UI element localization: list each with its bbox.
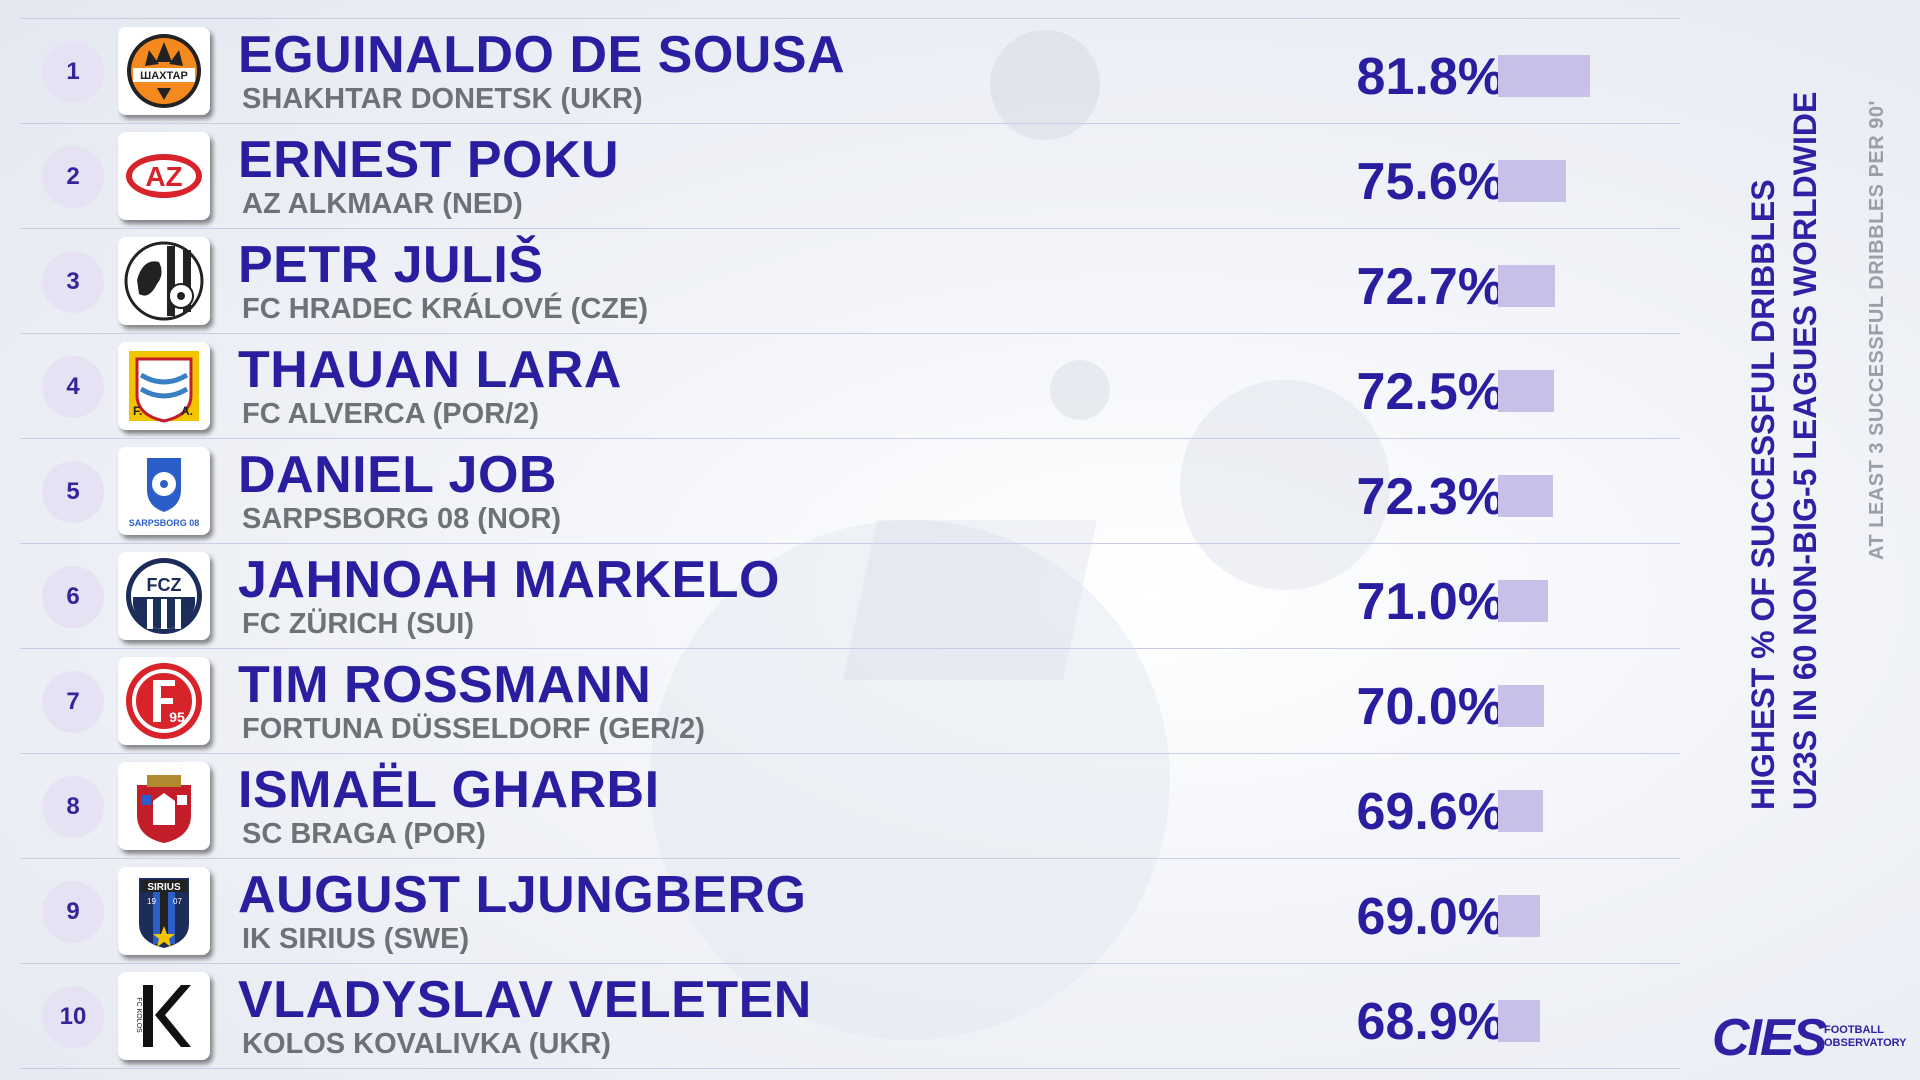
fc-zurich-crest-icon: FCZ [118, 552, 210, 640]
chart-title-line-1: HIGHEST % OF SUCCESSFUL DRIBBLES [1745, 179, 1781, 810]
player-name: VLADYSLAV VELETEN [238, 971, 812, 1029]
ranking-row: 4 F. A. THAUAN LARA FC ALVERCA (POR/2) 72.5% [20, 333, 1680, 438]
ranking-row: 5 SARPSBORG 08 DANIEL JOB SARPSBORG 08 (NOR… [20, 438, 1680, 543]
ranking-row: 6 FCZ JAHNOAH MARKELO FC ZÜRICH (SUI) 71.0% [20, 543, 1680, 648]
rank-badge: 2 [42, 146, 104, 208]
value-bar [1498, 895, 1541, 937]
ranking-row: 2 AZ ERNEST POKU AZ ALKMAAR (NED) 75.6% [20, 123, 1680, 228]
svg-text:FC KOLOS: FC KOLOS [135, 997, 142, 1033]
cies-subtitle: FOOTBALL OBSERVATORY [1824, 1024, 1907, 1050]
value-bar [1498, 790, 1543, 832]
club-name: FC ALVERCA (POR/2) [242, 398, 539, 430]
club-name: KOLOS KOVALIVKA (UKR) [242, 1028, 611, 1060]
value-label: 75.6% [1356, 153, 1504, 211]
rank-badge: 6 [42, 566, 104, 628]
value-label: 72.7% [1356, 258, 1504, 316]
rank-badge: 10 [42, 986, 104, 1048]
value-bar [1498, 685, 1545, 727]
rank-badge: 1 [42, 41, 104, 103]
chart-title-line-2: U23S IN 60 NON-BIG-5 LEAGUES WORLDWIDE [1787, 91, 1823, 810]
value-bar [1498, 580, 1549, 622]
svg-text:SARPSBORG 08: SARPSBORG 08 [129, 518, 200, 528]
value-label: 69.6% [1356, 783, 1504, 841]
club-name: FORTUNA DÜSSELDORF (GER/2) [242, 713, 705, 745]
ranking-row: 1 ШАХТАР EGUINALDO DE SOUSA SHAKHTAR DONETS… [20, 18, 1680, 123]
ranking-row: 10 FC KOLOS VLADYSLAV VELETEN KOLOS KOVALIV… [20, 963, 1680, 1069]
sc-braga-crest-icon [118, 762, 210, 850]
player-name: ERNEST POKU [238, 131, 620, 189]
svg-text:95: 95 [169, 709, 185, 725]
rank-badge: 7 [42, 671, 104, 733]
svg-text:19: 19 [147, 897, 156, 906]
value-bar [1498, 370, 1554, 412]
club-name: FC ZÜRICH (SUI) [242, 608, 474, 640]
rank-badge: 5 [42, 461, 104, 523]
player-name: PETR JULIŠ [238, 236, 544, 294]
cies-wordmark: CIES [1712, 1009, 1827, 1067]
club-name: IK SIRIUS (SWE) [242, 923, 470, 955]
value-bar [1498, 1000, 1540, 1042]
background-circle [1050, 360, 1110, 420]
rank-badge: 9 [42, 881, 104, 943]
value-label: 72.5% [1356, 363, 1504, 421]
fortuna-dusseldorf-crest-icon: 95 [118, 657, 210, 745]
svg-text:07: 07 [173, 897, 182, 906]
svg-text:A.: A. [181, 404, 193, 418]
svg-text:F.: F. [133, 404, 142, 418]
alverca-crest-icon: F. A. [118, 342, 210, 430]
player-name: AUGUST LJUNGBERG [238, 866, 807, 924]
club-name: SARPSBORG 08 (NOR) [242, 503, 562, 535]
value-bar [1498, 475, 1554, 517]
cies-subtitle-line-1: FOOTBALL [1824, 1024, 1884, 1036]
svg-text:AZ: AZ [145, 161, 182, 192]
ranking-row: 9 SIRIUS 19 07 AUGUST LJUNGBERG IK SIRIUS (SW… [20, 858, 1680, 963]
club-name: SHAKHTAR DONETSK (UKR) [242, 83, 643, 115]
background-circle [1180, 380, 1390, 590]
svg-text:SIRIUS: SIRIUS [147, 882, 181, 893]
value-label: 69.0% [1356, 888, 1504, 946]
value-label: 72.3% [1356, 468, 1504, 526]
shakhtar-donetsk-crest-icon: ШАХТАР [118, 27, 210, 115]
player-name: EGUINALDO DE SOUSA [238, 26, 846, 84]
player-name: ISMAËL GHARBI [238, 761, 660, 819]
kolos-kovalivka-crest-icon: FC KOLOS [118, 972, 210, 1060]
player-name: THAUAN LARA [238, 341, 622, 399]
background-circle [990, 30, 1100, 140]
value-bar [1498, 160, 1566, 202]
az-alkmaar-crest-icon: AZ [118, 132, 210, 220]
value-label: 70.0% [1356, 678, 1504, 736]
svg-text:ШАХТАР: ШАХТАР [140, 70, 188, 82]
ik-sirius-crest-icon: SIRIUS 19 07 [118, 867, 210, 955]
player-name: JAHNOAH MARKELO [238, 551, 780, 609]
club-name: SC BRAGA (POR) [242, 818, 486, 850]
rank-badge: 8 [42, 776, 104, 838]
value-bar [1498, 265, 1555, 307]
value-label: 71.0% [1356, 573, 1504, 631]
hradec-kralove-crest-icon [118, 237, 210, 325]
rank-badge: 3 [42, 251, 104, 313]
ranking-row: 7 95 TIM ROSSMANN FORTUNA DÜSSELDORF (GER/2… [20, 648, 1680, 753]
ranking-row: 8 ISMAËL GHARBI SC BRAGA (POR) 69.6% [20, 753, 1680, 858]
ranking-list: 1 ШАХТАР EGUINALDO DE SOUSA SHAKHTAR DONETS… [20, 18, 1680, 1069]
value-bar [1498, 55, 1590, 97]
svg-text:FCZ: FCZ [147, 575, 182, 595]
cies-logo: CIES FOOTBALL OBSERVATORY [1712, 1008, 1912, 1068]
rank-badge: 4 [42, 356, 104, 418]
cies-subtitle-line-2: OBSERVATORY [1824, 1037, 1907, 1049]
value-label: 81.8% [1356, 48, 1504, 106]
club-name: AZ ALKMAAR (NED) [242, 188, 523, 220]
sarpsborg-crest-icon: SARPSBORG 08 [118, 447, 210, 535]
chart-title: HIGHEST % OF SUCCESSFUL DRIBBLES U23S IN… [1742, 30, 1823, 810]
club-name: FC HRADEC KRÁLOVÉ (CZE) [242, 293, 648, 325]
player-name: TIM ROSSMANN [238, 656, 652, 714]
ranking-row: 3 PETR JULIŠ FC HRADEC KRÁLOVÉ (CZE) 72.7% [20, 228, 1680, 333]
background-ball [650, 520, 1170, 1040]
value-label: 68.9% [1356, 993, 1504, 1051]
chart-subtitle: AT LEAST 3 SUCCESSFUL DRIBBLES PER 90' [1866, 100, 1888, 560]
player-name: DANIEL JOB [238, 446, 557, 504]
